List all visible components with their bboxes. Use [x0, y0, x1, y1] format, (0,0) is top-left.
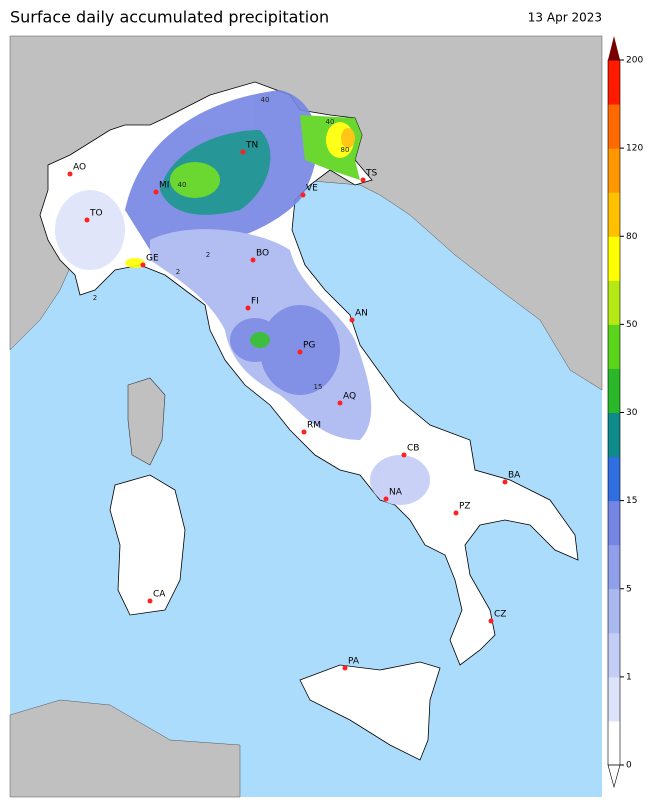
sardinia [109, 474, 186, 616]
colorbar-segment [608, 104, 620, 149]
contour-label: 2 [176, 268, 180, 276]
city-marker [153, 189, 159, 195]
city-marker [502, 479, 508, 485]
city-label: TN [245, 141, 258, 151]
city-marker [67, 171, 73, 177]
colorbar-tick-label: 15 [626, 496, 637, 506]
colorbar-tick-label: 0 [626, 761, 632, 771]
colorbar-segment [608, 192, 620, 237]
city-marker [84, 217, 90, 223]
city-label: TO [89, 209, 103, 219]
contour-label: 40 [261, 96, 270, 104]
contour-label: 2 [93, 294, 97, 302]
contour-label: 15 [314, 383, 323, 391]
colorbar-tick-label: 5 [626, 584, 632, 594]
colorbar-segment [608, 632, 620, 678]
city-marker [140, 262, 146, 268]
africa [9, 699, 241, 798]
city-label: VE [306, 184, 318, 194]
city-marker [301, 429, 307, 435]
city-label: RM [307, 421, 321, 431]
colorbar-tick-label: 50 [626, 320, 638, 330]
colorbar-segment [608, 720, 620, 766]
city-marker [245, 305, 251, 311]
city-label: PZ [459, 502, 471, 512]
city-label: NA [389, 488, 403, 498]
colorbar-segment [608, 280, 620, 325]
precip-area [341, 128, 355, 148]
colorbar-segment [608, 588, 620, 634]
precip-area [170, 162, 220, 198]
city-label: PA [348, 657, 360, 667]
city-marker [300, 192, 306, 198]
city-marker [488, 618, 494, 624]
city-marker [349, 317, 355, 323]
city-layer: AO TO MI TN VE TS GE BO FI AN PG AQ RM CB BA NA PZ CA CZ PA… [67, 96, 521, 671]
city-marker [337, 400, 343, 406]
colorbar-segment [608, 324, 620, 369]
city-marker [360, 177, 366, 183]
city-marker [240, 149, 246, 155]
colorbar-segment [608, 236, 620, 281]
precipitation-field [55, 90, 430, 505]
city-label: CZ [494, 610, 506, 620]
city-label: AN [355, 309, 368, 319]
title: Surface daily accumulated precipitation [10, 8, 329, 27]
colorbar-tick-label: 200 [626, 56, 643, 66]
city-label: MI [159, 181, 169, 191]
city-marker [297, 349, 303, 355]
city-marker [250, 257, 256, 263]
sicily [299, 661, 441, 761]
colorbar-segment [608, 148, 620, 193]
contour-label: 40 [178, 181, 187, 189]
contour-label: 80 [341, 146, 350, 154]
colorbar-segment [608, 412, 620, 458]
contour-label: 2 [206, 251, 210, 259]
city-label: CA [153, 590, 166, 600]
city-marker [453, 510, 459, 516]
contour-label: 40 [326, 118, 335, 126]
colorbar-tick-label: 80 [626, 232, 638, 242]
colorbar-tick-label: 120 [626, 144, 643, 154]
colorbar-segment [608, 60, 620, 105]
city-label: CB [407, 444, 419, 454]
corsica [127, 377, 166, 466]
colorbar-segment [608, 368, 620, 413]
date: 13 Apr 2023 [528, 11, 602, 25]
precip-area [125, 258, 145, 268]
precip-area [250, 332, 270, 348]
colorbar-tick-label: 1 [626, 672, 632, 682]
city-label: GE [146, 254, 159, 264]
city-label: AQ [343, 392, 356, 402]
colorbar-segment [608, 544, 620, 590]
city-marker [401, 452, 407, 458]
city-label: BA [508, 471, 521, 481]
city-marker [147, 598, 153, 604]
colorbar-segment [608, 676, 620, 722]
colorbar-over [608, 36, 620, 60]
precip-area [370, 455, 430, 505]
colorbar-segment [608, 456, 620, 502]
precip-area [55, 190, 125, 270]
city-label: TS [365, 169, 377, 179]
city-label: AO [73, 163, 86, 173]
colorbar-tick-label: 30 [626, 408, 638, 418]
city-label: PG [303, 341, 315, 351]
city-marker [342, 665, 348, 671]
colorbar-segment [608, 500, 620, 546]
colorbar-under [607, 764, 621, 789]
city-marker [383, 496, 389, 502]
city-label: FI [251, 297, 259, 307]
city-label: BO [256, 249, 269, 259]
